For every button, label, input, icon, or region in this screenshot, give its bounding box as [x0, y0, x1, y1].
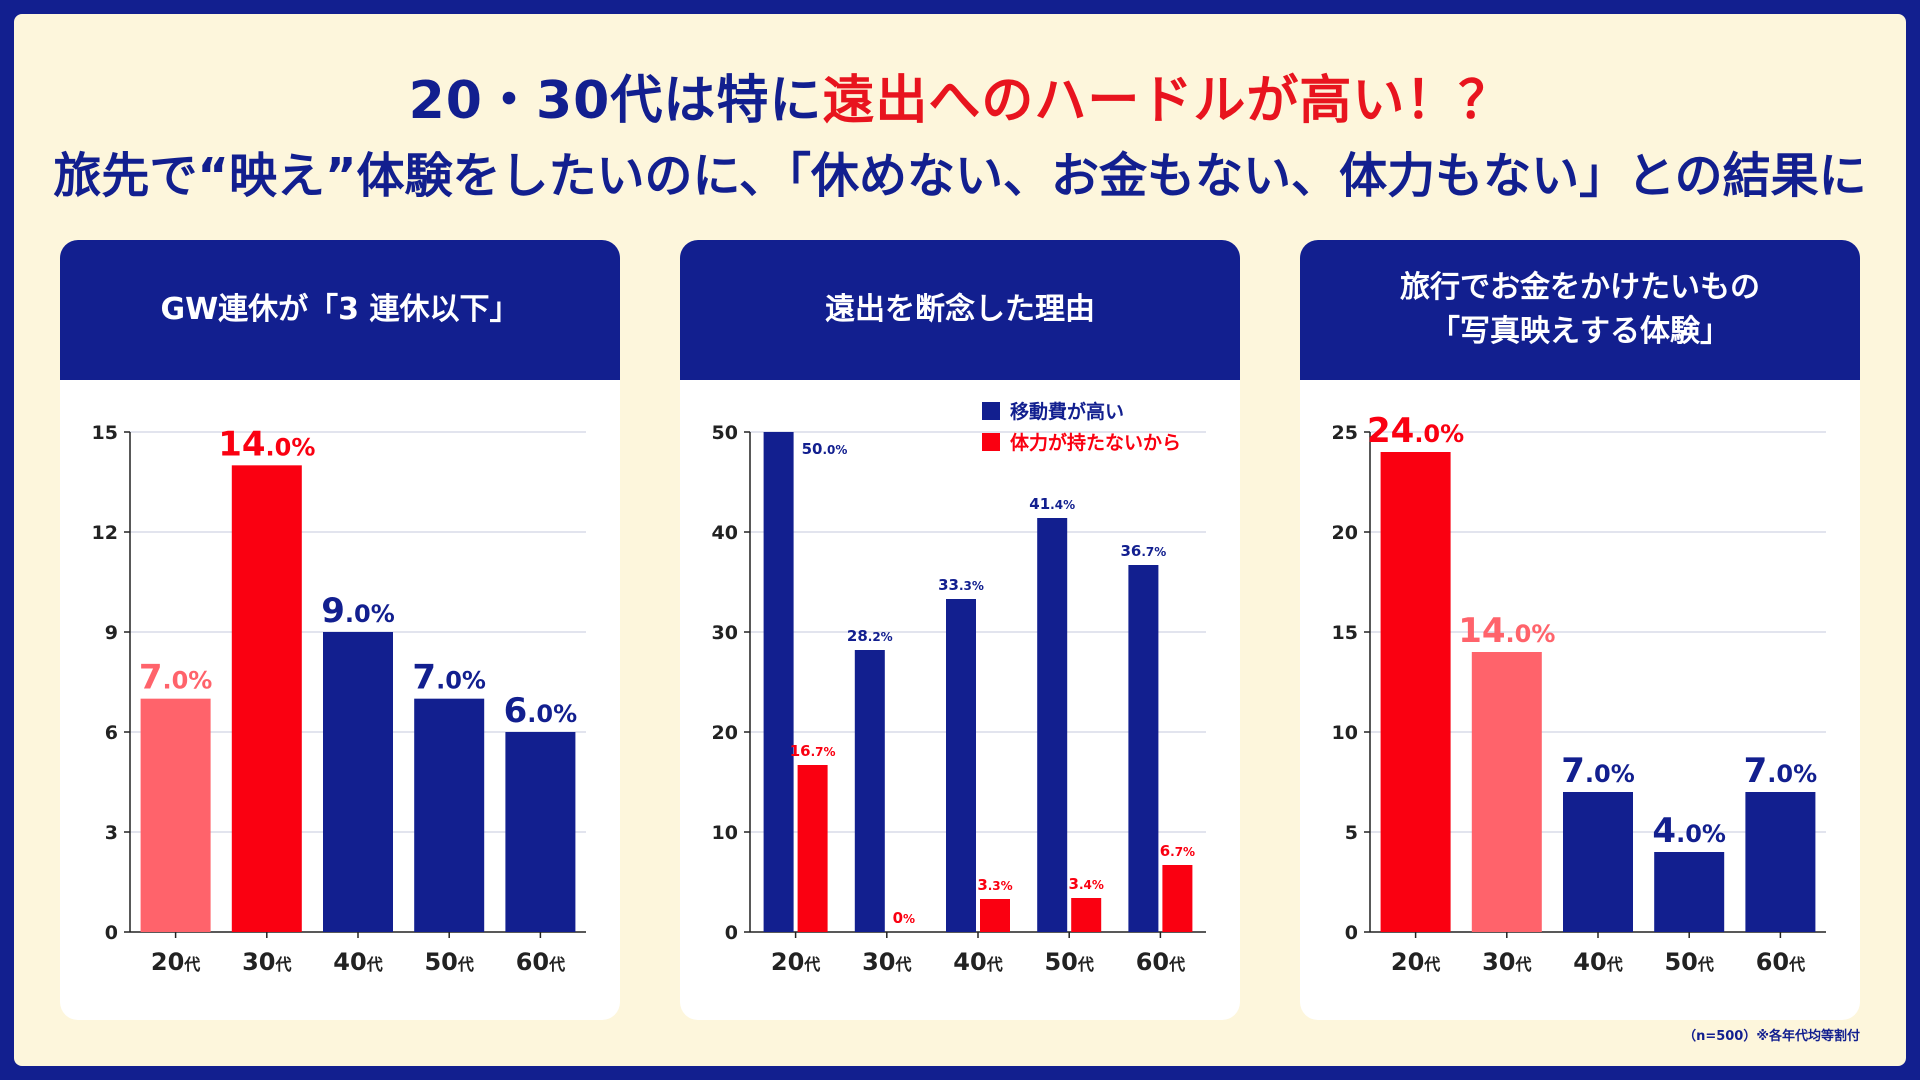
bar	[505, 732, 576, 932]
x-tick-label: 30代	[862, 948, 911, 976]
value-label: 6.7%	[1160, 842, 1195, 860]
x-tick-label: 60代	[516, 948, 565, 976]
panel-title: GW連休が「3 連休以下」	[160, 292, 520, 327]
panel-header: 旅行でお金をかけたいもの 「写真映えする体験」	[1300, 240, 1860, 380]
x-tick-label: 40代	[1573, 948, 1622, 976]
y-tick-label: 0	[105, 922, 118, 944]
panel-header: GW連休が「3 連休以下」	[60, 240, 620, 380]
y-tick-label: 0	[725, 922, 738, 944]
chart-gw-holidays: 0 3 6 9 12 15 7.0% 14.0% 9.0% 7.0% 6.0% 20代 30代 40代 50…	[92, 422, 586, 976]
y-tick-label: 10	[1332, 722, 1358, 744]
y-tick-label: 12	[92, 522, 118, 544]
bar	[231, 465, 302, 932]
y-tick-label: 30	[712, 622, 738, 644]
x-tick-label: 30代	[242, 948, 291, 976]
bar	[854, 650, 885, 932]
value-label: 4.0%	[1652, 811, 1726, 851]
panel-header: 遠出を断念した理由	[680, 240, 1240, 380]
bar	[1128, 565, 1159, 932]
value-label: 6.0%	[504, 691, 578, 731]
footnote: （n=500）※各年代均等割付	[1683, 1029, 1860, 1044]
bar	[140, 698, 211, 932]
headline-line-2: 旅先で“映え”体験をしたいのに、「休めない、お金もない、体力もない」との結果に	[53, 148, 1867, 204]
value-label: 16.7%	[790, 742, 836, 760]
legend-label: 移動費が高い	[1010, 400, 1124, 423]
panel-title: 遠出を断念した理由	[825, 292, 1095, 327]
panel-title-line-2: 「写真映えする体験」	[1430, 314, 1730, 349]
legend-swatch	[982, 402, 1000, 420]
panel-title-line-1: 旅行でお金をかけたいもの	[1400, 270, 1760, 305]
y-tick-label: 25	[1332, 422, 1358, 444]
value-label: 7.0%	[1744, 751, 1818, 791]
y-tick-label: 15	[92, 422, 118, 444]
x-tick-label: 50代	[424, 948, 473, 976]
bar	[1380, 452, 1451, 932]
y-tick-label: 3	[105, 822, 118, 844]
y-tick-label: 0	[1345, 922, 1358, 944]
x-tick-label: 30代	[1482, 948, 1531, 976]
x-tick-label: 40代	[333, 948, 382, 976]
x-tick-label: 20代	[151, 948, 200, 976]
y-tick-label: 20	[1332, 522, 1358, 544]
value-label: 14.0%	[218, 424, 315, 464]
value-label: 41.4%	[1029, 495, 1075, 513]
legend-swatch	[982, 433, 1000, 451]
bar	[1654, 852, 1725, 932]
bar	[1071, 898, 1102, 932]
y-tick-label: 50	[712, 422, 738, 444]
y-tick-label: 6	[105, 722, 118, 744]
value-label: 7.0%	[1561, 751, 1635, 791]
value-label: 0%	[893, 909, 915, 927]
bar	[797, 765, 828, 932]
headline-line-1-part-1: 20・30代は特に	[408, 71, 823, 131]
bar	[1037, 518, 1068, 932]
y-tick-label: 15	[1332, 622, 1358, 644]
chart-reasons: 0 10 20 30 40 50 50.0% 16.7% 28.2% 0% 33.3% 3.3% 41.…	[712, 400, 1206, 976]
value-label: 50.0%	[802, 440, 848, 458]
value-label: 3.3%	[977, 876, 1012, 894]
x-tick-label: 40代	[953, 948, 1002, 976]
value-label: 7.0%	[412, 658, 486, 698]
y-tick-label: 40	[712, 522, 738, 544]
bar	[1162, 865, 1193, 932]
bar	[1563, 792, 1633, 932]
bar	[980, 899, 1010, 932]
x-tick-label: 20代	[771, 948, 820, 976]
x-tick-label: 50代	[1044, 948, 1093, 976]
panel-gw-holidays: GW連休が「3 連休以下」 0 3 6 9 12 15 7.0% 14.0% 9.0% 7.0% 6…	[60, 240, 620, 1020]
chart-photo-experience: 0 5 10 15 20 25 24.0% 14.0% 7.0% 4.0% 7.0% 20代 30代 40…	[1332, 411, 1826, 976]
value-label: 36.7%	[1120, 542, 1166, 560]
y-tick-label: 5	[1345, 822, 1358, 844]
value-label: 33.3%	[938, 576, 984, 594]
panel-reasons: 遠出を断念した理由 0 10 20 30 40 50 50.0% 16.7% 28.2% 0% 33…	[680, 240, 1240, 1020]
legend-label: 体力が持たないから	[1010, 431, 1181, 454]
bar	[323, 632, 393, 932]
x-tick-label: 60代	[1136, 948, 1185, 976]
y-tick-label: 9	[105, 622, 118, 644]
x-tick-label: 50代	[1664, 948, 1713, 976]
value-label: 28.2%	[847, 627, 893, 645]
bar	[1471, 652, 1542, 932]
headline-line-1-accent: 遠出へのハードルが高い！？	[822, 71, 1512, 131]
value-label: 9.0%	[321, 591, 395, 631]
headline-line-1: 20・30代は特に遠出へのハードルが高い！？	[0, 58, 1920, 133]
bar	[946, 599, 976, 932]
bar	[763, 432, 794, 932]
y-tick-label: 20	[712, 722, 738, 744]
value-label: 24.0%	[1367, 411, 1464, 451]
value-label: 3.4%	[1069, 875, 1104, 893]
bar	[414, 698, 485, 932]
value-label: 7.0%	[139, 658, 213, 698]
x-tick-label: 60代	[1756, 948, 1805, 976]
bar	[1745, 792, 1816, 932]
value-label: 14.0%	[1458, 611, 1555, 651]
y-tick-label: 10	[712, 822, 738, 844]
panel-photo-experience: 旅行でお金をかけたいもの 「写真映えする体験」 0 5 10 15 20 25 24.0% 1…	[1300, 240, 1860, 1020]
x-tick-label: 20代	[1391, 948, 1440, 976]
